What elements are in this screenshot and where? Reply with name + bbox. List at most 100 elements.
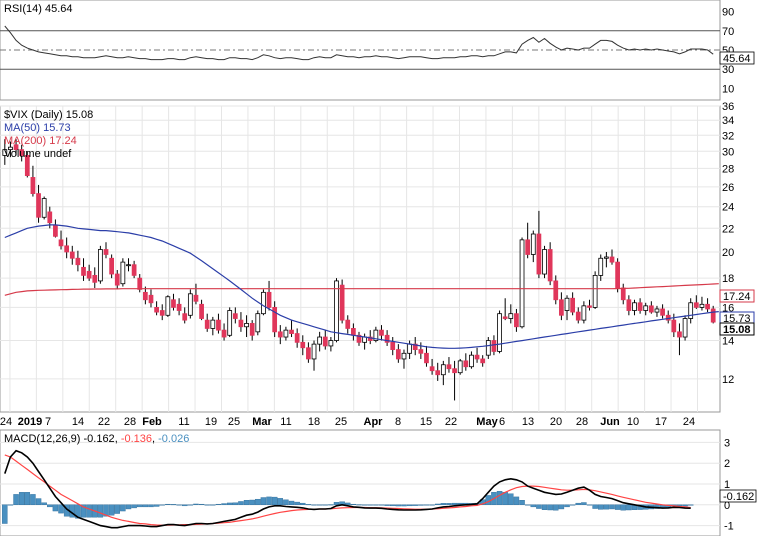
candle bbox=[384, 330, 390, 346]
candle-body bbox=[13, 144, 19, 151]
x-tick-label: Mar bbox=[252, 416, 272, 428]
candle bbox=[609, 249, 615, 265]
candle-body bbox=[266, 291, 272, 308]
macd-histogram-bar bbox=[328, 504, 334, 506]
macd-histogram-bar bbox=[288, 500, 295, 505]
macd-histogram-bar bbox=[13, 494, 19, 505]
price-tick-label: 18 bbox=[722, 273, 734, 285]
candle-body bbox=[502, 316, 508, 319]
candle-body bbox=[334, 280, 339, 341]
macd-histogram-bar bbox=[7, 504, 14, 506]
macd-histogram-bar bbox=[204, 504, 210, 506]
candle-body bbox=[632, 302, 637, 311]
macd-histogram-bar bbox=[502, 492, 508, 506]
x-tick-label: 10 bbox=[627, 416, 639, 428]
macd-histogram-bar bbox=[137, 504, 143, 508]
macd-histogram-bar bbox=[586, 504, 593, 506]
candle bbox=[632, 299, 637, 316]
candle-body bbox=[530, 233, 536, 255]
macd-histogram-bar bbox=[553, 504, 559, 511]
macd-histogram bbox=[2, 491, 694, 524]
candle bbox=[261, 289, 266, 316]
macd-histogram-bar bbox=[215, 503, 222, 505]
candle-body bbox=[648, 305, 654, 313]
candle-body bbox=[705, 303, 710, 310]
candle-body bbox=[176, 303, 182, 311]
candle-body bbox=[41, 198, 47, 218]
macd-histogram-bar bbox=[52, 504, 59, 512]
macd-histogram-bar bbox=[592, 504, 598, 509]
candle-body bbox=[345, 319, 351, 329]
candle-body bbox=[412, 343, 418, 350]
x-tick-label: 25 bbox=[335, 416, 347, 428]
candle bbox=[615, 258, 620, 293]
candle bbox=[469, 351, 474, 369]
candle-body bbox=[69, 251, 75, 259]
candle-body bbox=[564, 297, 570, 311]
candle-body bbox=[604, 256, 609, 259]
macd-histogram-bar bbox=[80, 504, 87, 518]
candle bbox=[525, 222, 531, 259]
candle bbox=[390, 337, 396, 356]
candle bbox=[255, 310, 261, 336]
candle-body bbox=[688, 302, 694, 319]
candle bbox=[654, 305, 660, 317]
rsi-tick-label: 90 bbox=[722, 7, 734, 19]
candle-body bbox=[300, 341, 306, 349]
candle-body bbox=[261, 291, 266, 315]
candle bbox=[75, 250, 81, 272]
macd-tick-label: 0 bbox=[724, 500, 730, 512]
macd-histogram-bar bbox=[142, 504, 149, 508]
candle-body bbox=[294, 333, 300, 343]
candle bbox=[356, 331, 362, 346]
candle bbox=[272, 301, 278, 338]
candle-body bbox=[514, 313, 519, 328]
macd-histogram-bar bbox=[581, 502, 587, 505]
candle-body bbox=[109, 257, 114, 275]
macd-histogram-bar bbox=[114, 504, 120, 514]
candle bbox=[187, 289, 193, 319]
candle-body bbox=[86, 270, 92, 279]
candle bbox=[660, 304, 665, 319]
macd-histogram-bar bbox=[350, 503, 357, 505]
macd-histogram-bar bbox=[384, 504, 390, 506]
candle-body bbox=[485, 340, 491, 356]
macd-histogram-bar bbox=[226, 502, 233, 506]
macd-histogram-bar bbox=[18, 492, 25, 506]
candle-body bbox=[182, 313, 188, 321]
last-price-badge-box bbox=[719, 322, 755, 336]
ma200-badge: 17.24 bbox=[723, 291, 751, 303]
macd-histogram-bar bbox=[271, 496, 278, 506]
candle bbox=[30, 165, 36, 197]
price-tick-label: 36 bbox=[722, 101, 734, 113]
candle-body bbox=[575, 311, 581, 321]
candle-body bbox=[559, 299, 564, 316]
candle-body bbox=[525, 239, 531, 255]
price-tick-label: 14 bbox=[722, 336, 734, 348]
macd-histogram-bar bbox=[193, 503, 199, 505]
candle-body bbox=[328, 340, 334, 347]
candle bbox=[401, 349, 407, 369]
candle bbox=[643, 302, 649, 316]
ma200-label: MA(200) 17.24 bbox=[4, 135, 77, 147]
candle-body bbox=[289, 329, 294, 334]
macd-histogram-bar bbox=[524, 504, 531, 506]
candle bbox=[283, 326, 289, 341]
price-ticks: 36 34 32 30 28 26 24 22 20 18 16 14 12 bbox=[722, 101, 734, 386]
candle bbox=[300, 335, 306, 356]
macd-tick-label: 2 bbox=[724, 458, 730, 470]
rsi-tick-label: 30 bbox=[722, 64, 734, 76]
candle-body bbox=[491, 340, 497, 352]
candle bbox=[306, 342, 311, 363]
macd-histogram-bar bbox=[300, 502, 306, 505]
macd-histogram-bar bbox=[614, 504, 621, 510]
candle bbox=[440, 360, 446, 386]
candle bbox=[345, 315, 351, 334]
price-tick-label: 16 bbox=[722, 302, 734, 314]
candle bbox=[373, 326, 379, 343]
candle bbox=[497, 310, 502, 354]
candle-body bbox=[440, 364, 446, 376]
candle-body bbox=[199, 303, 204, 319]
